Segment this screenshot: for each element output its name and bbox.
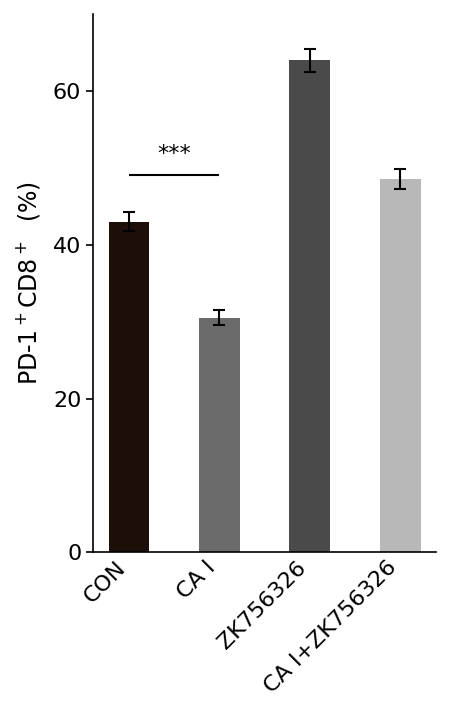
Bar: [109, 222, 149, 552]
Bar: [289, 60, 330, 552]
Bar: [199, 318, 240, 552]
Bar: [380, 179, 420, 552]
Y-axis label: PD-1$^+$CD8$^+$  (%): PD-1$^+$CD8$^+$ (%): [14, 181, 42, 385]
Text: ***: ***: [158, 144, 191, 164]
